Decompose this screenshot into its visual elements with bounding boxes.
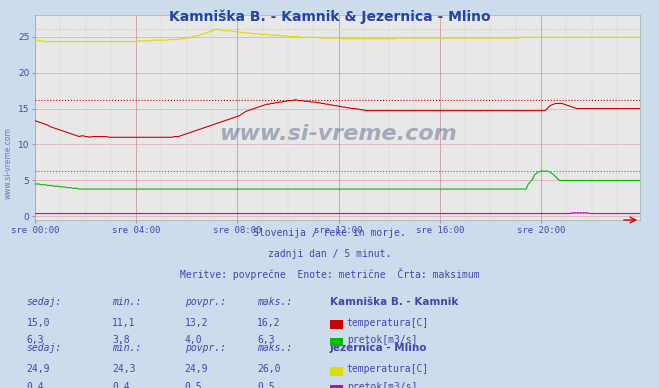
Text: sedaj:: sedaj: xyxy=(26,296,61,307)
Text: 13,2: 13,2 xyxy=(185,318,208,328)
Text: 0,5: 0,5 xyxy=(257,382,275,388)
Text: sedaj:: sedaj: xyxy=(26,343,61,353)
Text: Slovenija / reke in morje.: Slovenija / reke in morje. xyxy=(253,227,406,237)
Text: min.:: min.: xyxy=(112,296,142,307)
Text: 26,0: 26,0 xyxy=(257,364,281,374)
Text: 16,2: 16,2 xyxy=(257,318,281,328)
Text: Kamniška B. - Kamnik: Kamniška B. - Kamnik xyxy=(330,296,458,307)
Text: povpr.:: povpr.: xyxy=(185,343,225,353)
Text: 3,8: 3,8 xyxy=(112,335,130,345)
Text: www.si-vreme.com: www.si-vreme.com xyxy=(219,124,457,144)
Text: 15,0: 15,0 xyxy=(26,318,50,328)
Text: maks.:: maks.: xyxy=(257,296,292,307)
Text: temperatura[C]: temperatura[C] xyxy=(347,364,429,374)
Text: pretok[m3/s]: pretok[m3/s] xyxy=(347,382,417,388)
Text: povpr.:: povpr.: xyxy=(185,296,225,307)
Text: Jezernica - Mlino: Jezernica - Mlino xyxy=(330,343,427,353)
Text: temperatura[C]: temperatura[C] xyxy=(347,318,429,328)
Text: zadnji dan / 5 minut.: zadnji dan / 5 minut. xyxy=(268,249,391,259)
Text: 24,9: 24,9 xyxy=(26,364,50,374)
Text: 6,3: 6,3 xyxy=(26,335,44,345)
Text: 24,3: 24,3 xyxy=(112,364,136,374)
Text: min.:: min.: xyxy=(112,343,142,353)
Text: maks.:: maks.: xyxy=(257,343,292,353)
Text: Kamniška B. - Kamnik & Jezernica - Mlino: Kamniška B. - Kamnik & Jezernica - Mlino xyxy=(169,10,490,24)
Text: 0,5: 0,5 xyxy=(185,382,202,388)
Text: 4,0: 4,0 xyxy=(185,335,202,345)
Text: 0,4: 0,4 xyxy=(112,382,130,388)
Text: Meritve: povprečne  Enote: metrične  Črta: maksimum: Meritve: povprečne Enote: metrične Črta:… xyxy=(180,268,479,280)
Text: 11,1: 11,1 xyxy=(112,318,136,328)
Text: pretok[m3/s]: pretok[m3/s] xyxy=(347,335,417,345)
Text: 6,3: 6,3 xyxy=(257,335,275,345)
Text: 24,9: 24,9 xyxy=(185,364,208,374)
Text: www.si-vreme.com: www.si-vreme.com xyxy=(4,127,13,199)
Text: 0,4: 0,4 xyxy=(26,382,44,388)
